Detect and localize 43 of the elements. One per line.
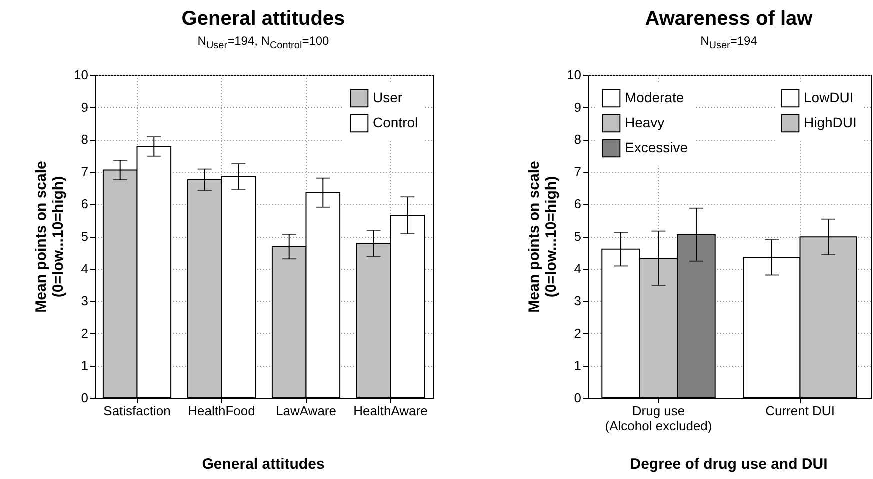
y-tick-label: 7 [574,164,582,180]
y-tick-label: 6 [81,196,88,212]
y-tick-label: 3 [574,294,582,309]
x-tick-label: HealthFood [188,404,256,418]
legend-label: User [373,90,403,106]
y-tick-label: 9 [81,100,88,115]
legend-label: Control [373,114,418,130]
y-axis-title: Mean points on scale (0=low...10=high) [33,161,68,313]
x-tick-label: Current DUI [766,404,835,418]
x-axis-title: General attitudes [201,456,326,473]
y-tick-label: 8 [81,132,88,148]
chart-title: Awareness of law [644,8,814,31]
y-tick-label: 4 [574,261,582,276]
y-tick-label: 9 [574,100,582,115]
y-tick-label: 2 [81,326,88,341]
chart-title: General attitudes [180,8,346,31]
x-tick-label: Drug use (Alcohol excluded) [605,404,712,434]
x-tick-label: HealthAware [354,404,428,418]
chart-subtitle: N$_{User}$=194, N$_{Control}$=100 [196,34,330,52]
y-tick-label: 2 [574,326,582,341]
y-tick-label: 5 [574,229,582,244]
y-tick-label: 1 [574,358,582,374]
legend-label: Moderate [625,90,684,106]
y-tick-label: 1 [81,358,88,374]
y-tick-label: 0 [81,390,88,406]
y-tick-label: 5 [81,229,88,244]
y-axis-title: Mean points on scale (0=low...10=high) [526,161,560,313]
y-tick-label: 8 [574,132,582,148]
x-tick-label: LawAware [276,404,336,418]
y-tick-label: 4 [81,261,88,276]
y-tick-label: 0 [574,390,582,406]
y-tick-label: 10 [567,68,582,82]
legend-label: Heavy [625,114,665,130]
y-tick-label: 3 [81,294,88,309]
x-axis-title: Degree of drug use and DUI [629,456,829,473]
legend-label: Excessive [625,140,688,156]
legend-label: HighDUI [804,114,857,130]
y-tick-label: 6 [574,196,582,212]
legend-label: LowDUI [804,90,854,106]
x-tick-label: Satisfaction [104,404,171,418]
y-tick-label: 7 [81,164,88,180]
chart-subtitle: N$_{User}$=194 [700,34,758,52]
y-tick-label: 10 [74,68,88,82]
